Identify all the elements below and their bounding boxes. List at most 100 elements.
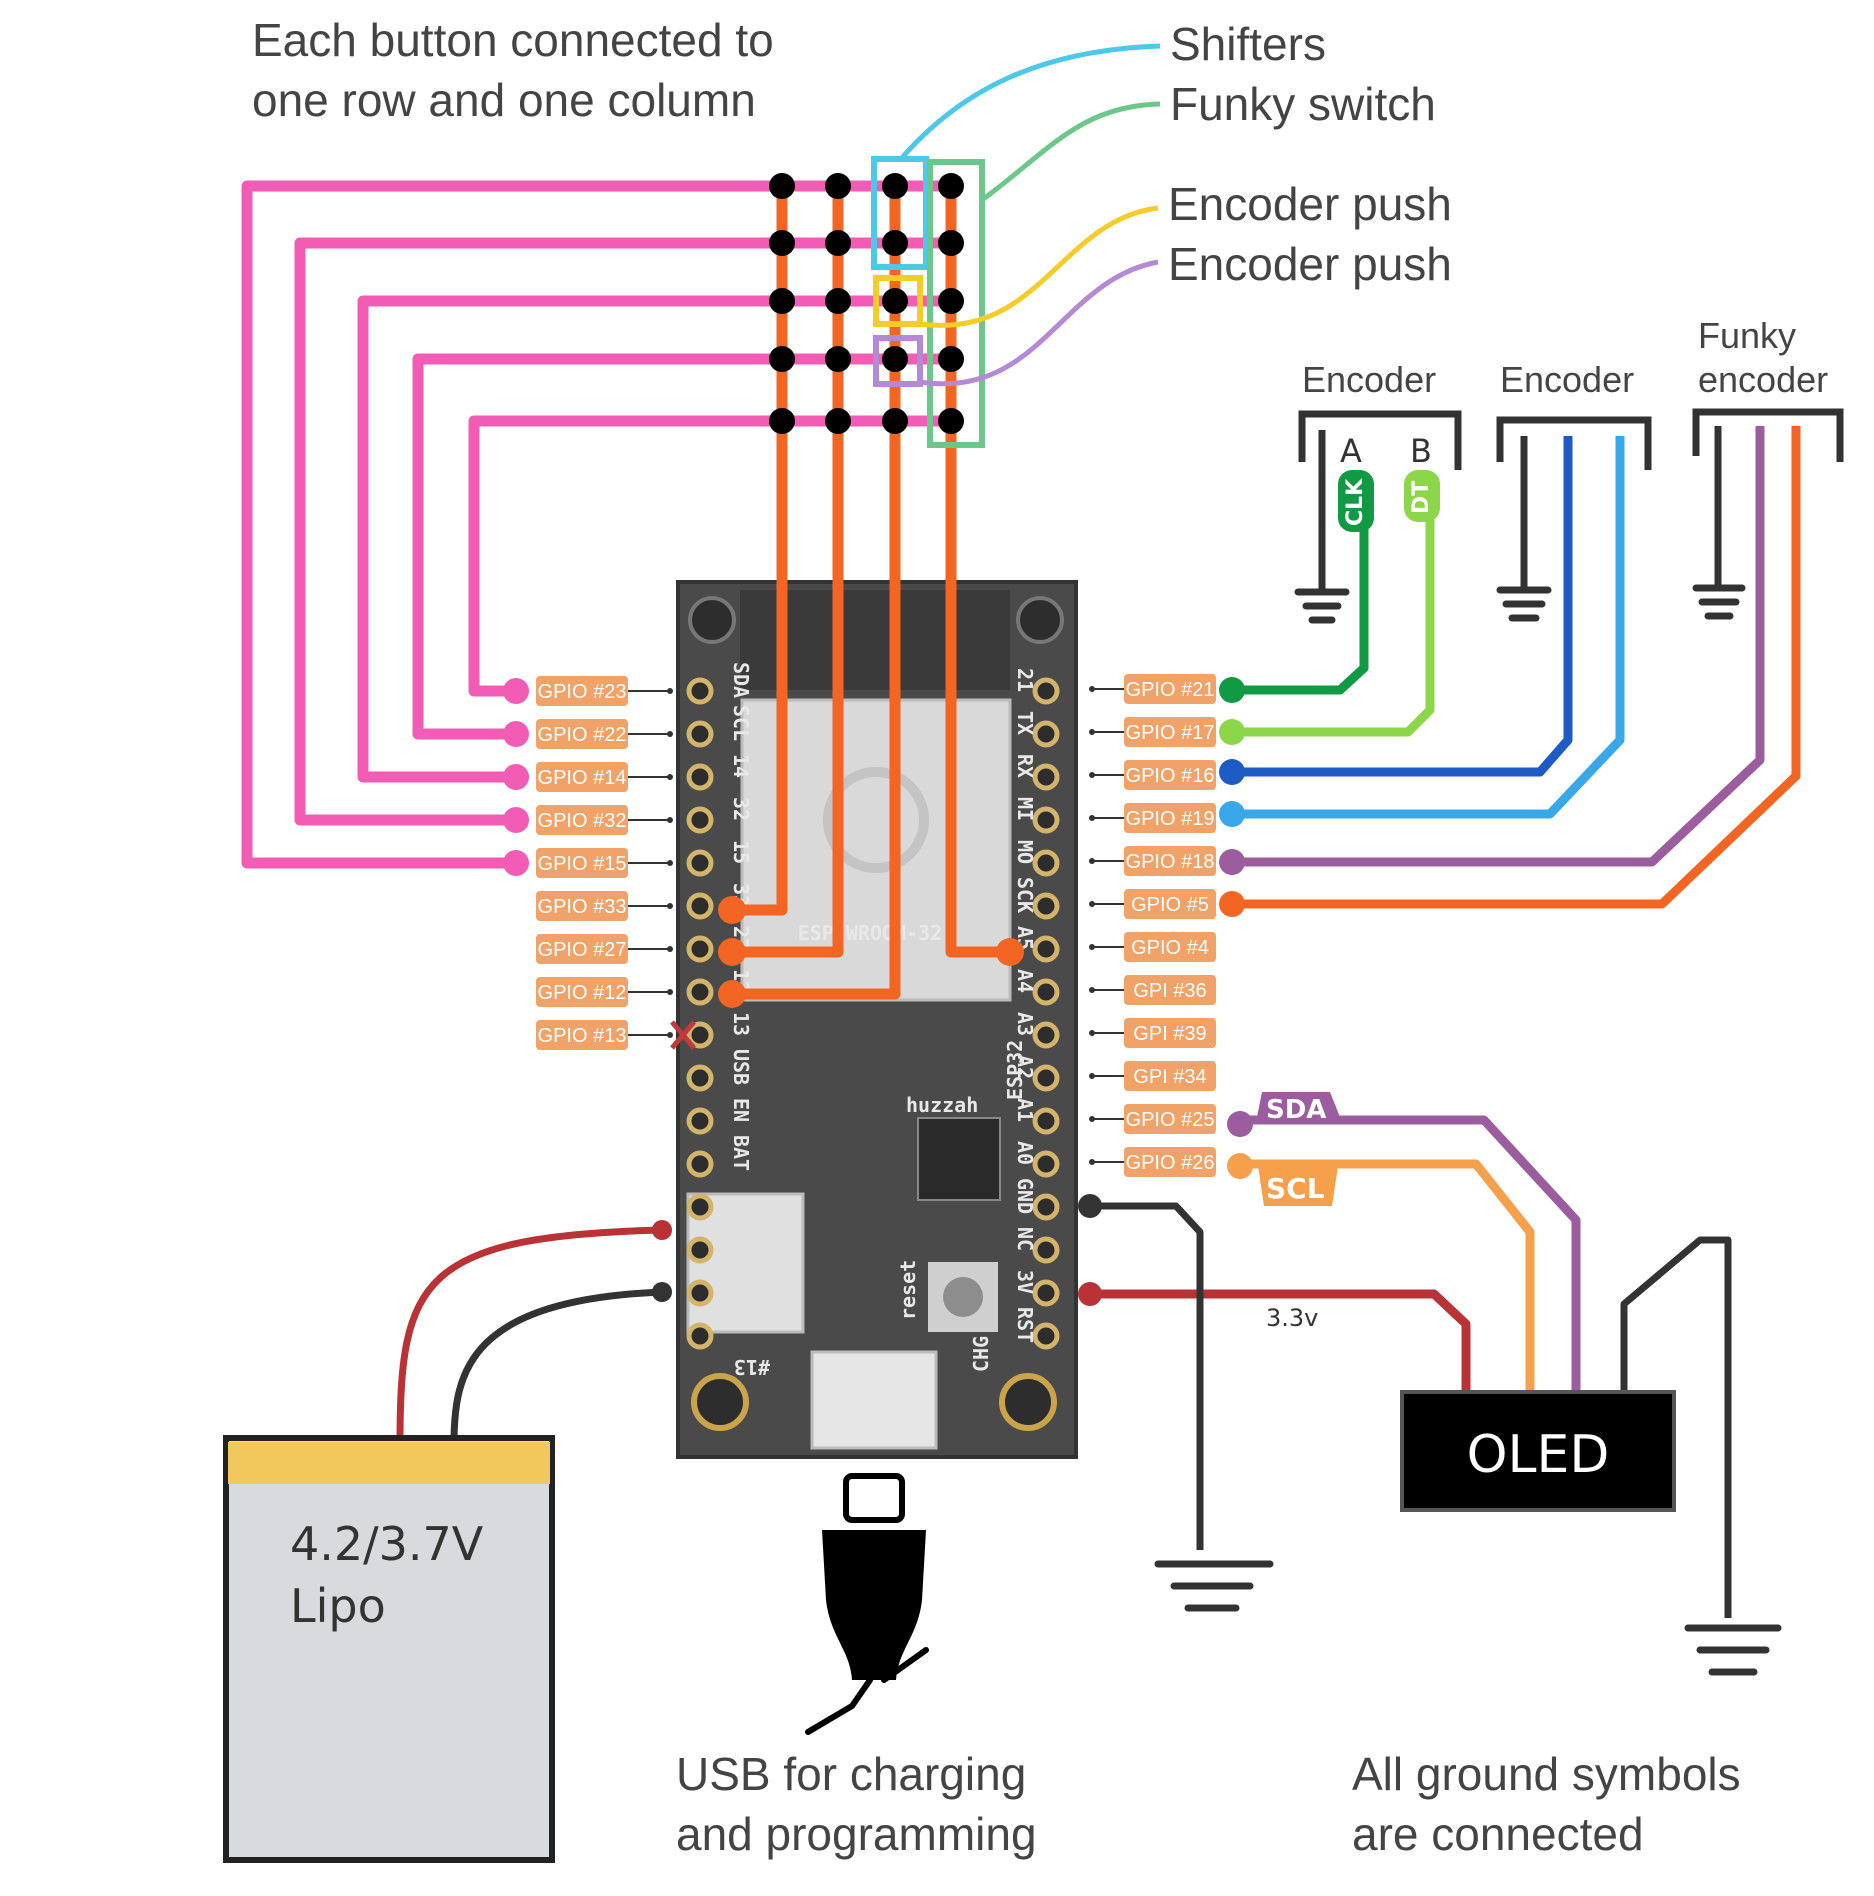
left-silk-label: BAT — [729, 1135, 753, 1171]
pin-label: GPIO #4 — [1089, 932, 1216, 962]
right-silk-label: 21 — [1013, 668, 1037, 692]
mount-hole-top-left — [688, 596, 736, 644]
left-pad — [686, 1150, 714, 1178]
encoder-2-title: Encoder — [1500, 359, 1634, 400]
right-pad — [1032, 677, 1060, 705]
pin-label-box — [1124, 1147, 1216, 1177]
row-terminal — [503, 807, 529, 833]
encoder-2: Encoder — [1232, 359, 1652, 819]
pin-label: GPIO #5 — [1089, 889, 1216, 919]
matrix-button-r1-c3 — [882, 173, 908, 199]
pin-label-box — [536, 805, 628, 835]
battery-red-wire — [396, 1226, 663, 1445]
pin-label-box — [536, 934, 628, 964]
left-silk-label: SDA — [729, 662, 753, 698]
board-module-name: ESP-WROOM-32 — [798, 921, 943, 945]
pin-label-box — [536, 848, 628, 878]
unused-pin-cross-icon — [670, 1020, 696, 1050]
lipo-battery: 4.2/3.7V Lipo — [223, 1435, 555, 1863]
pin-label-text: GPIO #5 — [1131, 894, 1209, 916]
mount-hole-bottom-right — [999, 1373, 1057, 1431]
pin-label: GPI #36 — [1089, 975, 1216, 1005]
row-wire-3 — [357, 295, 955, 783]
matrix-button-r3-c3 — [882, 288, 908, 314]
battery-red-terminal — [652, 1220, 672, 1240]
pin-label-text: GPIO #15 — [538, 853, 627, 875]
left-pad — [686, 892, 714, 920]
column-wire-4 — [945, 186, 1010, 958]
right-silk-label: MI — [1013, 797, 1037, 821]
funky-encoder-title-1: Funky — [1698, 315, 1796, 356]
right-silk-label: 3V — [1013, 1270, 1037, 1294]
pin-label-box — [1124, 674, 1216, 704]
clk-tag-text: CLK — [1343, 478, 1368, 526]
reset-button-cap[interactable] — [943, 1277, 983, 1317]
right-pad — [1032, 1150, 1060, 1178]
pin-label-text: GPIO #18 — [1126, 851, 1215, 873]
funky-encoder-wire-b — [1232, 426, 1801, 909]
pin-label-text: GPIO #17 — [1126, 722, 1215, 744]
board-3v-terminal — [1078, 1282, 1102, 1306]
matrix-button-r1-c1 — [769, 173, 795, 199]
battery-voltage: 4.2/3.7V — [290, 1517, 484, 1571]
left-pad — [686, 806, 714, 834]
right-silk-label: A0 — [1013, 1141, 1037, 1165]
shifters-leader — [898, 43, 1161, 162]
right-pad — [1032, 1107, 1060, 1135]
right-pad — [1032, 1322, 1060, 1350]
matrix-note-line-1: Each button connected to — [252, 14, 774, 66]
battery-top-band — [228, 1442, 550, 1484]
left-silk-label: USB — [729, 1049, 753, 1085]
right-pad — [1032, 978, 1060, 1006]
encoder-push-2-leader — [919, 259, 1159, 387]
callout-encoder-push-2: Encoder push — [1168, 238, 1452, 290]
pin-label-text: GPIO #19 — [1126, 808, 1215, 830]
funky-switch-leader — [980, 101, 1161, 203]
pin-label: GPIO #19 — [1089, 803, 1216, 833]
pin-label-box — [1124, 717, 1216, 747]
right-silk-label: SCK — [1013, 877, 1037, 913]
ground-note-line-2: are connected — [1352, 1808, 1644, 1860]
right-silk-label: GND — [1013, 1178, 1037, 1214]
right-pad — [1032, 1021, 1060, 1049]
board-pads — [686, 677, 1060, 1350]
matrix-button-r5-c3 — [882, 408, 908, 434]
espressif-logo-icon — [823, 767, 929, 873]
funky-encoder-title-2: encoder — [1698, 359, 1828, 400]
left-pad — [686, 849, 714, 877]
encoder-1-title: Encoder — [1302, 359, 1436, 400]
right-pad — [1032, 849, 1060, 877]
column-terminal-4 — [996, 938, 1024, 966]
right-pad — [1032, 1279, 1060, 1307]
left-pad — [686, 677, 714, 705]
pin-label: GPIO #17 — [1089, 717, 1216, 747]
pin-label-box — [536, 719, 628, 749]
sda-wire — [1236, 1115, 1581, 1396]
pin-label-text: GPIO #13 — [538, 1025, 627, 1047]
right-pad — [1032, 806, 1060, 834]
pin-label-box — [1124, 760, 1216, 790]
pin-label-text: GPIO #21 — [1126, 679, 1215, 701]
pin-label-box — [1124, 889, 1216, 919]
right-silk-label: NC — [1013, 1227, 1037, 1251]
matrix-button-r4-c3 — [882, 346, 908, 372]
ground-icon — [1154, 1560, 1274, 1612]
pin-label: GPIO #33 — [536, 891, 673, 921]
oled-vcc-wire — [1092, 1289, 1471, 1396]
right-silk-label: RST — [1013, 1307, 1037, 1343]
matrix-button-r1-c2 — [825, 173, 851, 199]
left-silk-label: 13 — [729, 1012, 753, 1036]
row-terminal — [503, 850, 529, 876]
encoder-2-wire-b — [1232, 436, 1625, 819]
battery-type: Lipo — [290, 1579, 386, 1633]
pin-label-box — [536, 891, 628, 921]
pin-label: GPIO #12 — [536, 977, 673, 1007]
scl-wire — [1236, 1159, 1535, 1396]
encoder-push-1-highlight-box — [873, 275, 923, 327]
pin-label-text: GPIO #25 — [1126, 1109, 1215, 1131]
pin-label-text: GPIO #27 — [538, 939, 627, 961]
pin-label-box — [536, 762, 628, 792]
left-pad — [686, 1107, 714, 1135]
matrix-button-r3-c1 — [769, 288, 795, 314]
pin-label: GPIO #21 — [1089, 674, 1216, 704]
